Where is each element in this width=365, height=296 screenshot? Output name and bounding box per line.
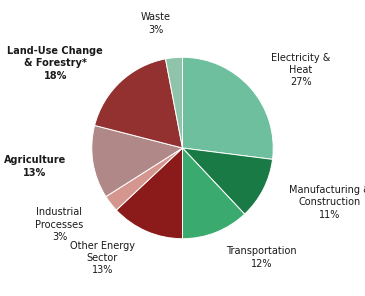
Wedge shape bbox=[106, 148, 182, 210]
Text: Industrial
Processes
3%: Industrial Processes 3% bbox=[35, 207, 84, 242]
Wedge shape bbox=[182, 148, 273, 214]
Text: Waste
3%: Waste 3% bbox=[141, 12, 171, 35]
Wedge shape bbox=[182, 148, 245, 239]
Wedge shape bbox=[165, 57, 182, 148]
Text: Manufacturing &
Construction
11%: Manufacturing & Construction 11% bbox=[289, 185, 365, 220]
Wedge shape bbox=[95, 59, 182, 148]
Wedge shape bbox=[182, 57, 273, 159]
Text: Electricity &
Heat
27%: Electricity & Heat 27% bbox=[271, 53, 330, 87]
Text: Land-Use Change
& Forestry*
18%: Land-Use Change & Forestry* 18% bbox=[7, 46, 103, 81]
Text: Transportation
12%: Transportation 12% bbox=[226, 247, 296, 269]
Text: Other Energy
Sector
13%: Other Energy Sector 13% bbox=[70, 241, 135, 275]
Text: Agriculture
13%: Agriculture 13% bbox=[4, 155, 66, 178]
Wedge shape bbox=[92, 126, 182, 197]
Wedge shape bbox=[116, 148, 182, 239]
